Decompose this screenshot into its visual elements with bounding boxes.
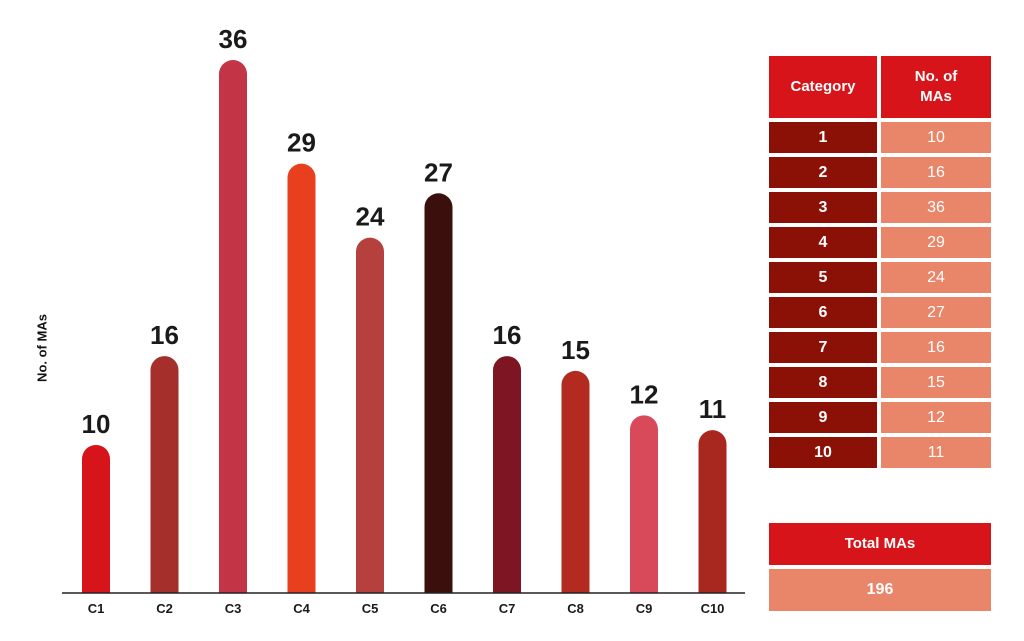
header-count: No. of MAs	[881, 56, 991, 118]
bar-c3	[219, 60, 247, 593]
table-row: 8 15	[769, 367, 991, 398]
y-axis-label: No. of MAs	[34, 314, 50, 382]
data-label: 24	[356, 202, 385, 232]
count-cell: 12	[881, 402, 991, 433]
count-cell: 15	[881, 367, 991, 398]
bar-c7	[493, 356, 521, 593]
table-row: 1 10	[769, 122, 991, 153]
table-row: 6 27	[769, 297, 991, 328]
bar-c9	[630, 415, 658, 593]
data-label: 16	[493, 320, 522, 350]
total-label: Total MAs	[769, 523, 991, 565]
category-table: Category No. of MAs 1 10 2 16 3 36 4 29 5 24 …	[765, 52, 995, 472]
table-row: 5 24	[769, 262, 991, 293]
bar-c2	[150, 356, 179, 593]
header-count-label: No. of MAs	[914, 68, 958, 105]
total-value: 196	[769, 569, 991, 611]
data-label: 10	[82, 409, 111, 439]
table-row: 10 11	[769, 437, 991, 468]
x-tick-label: C10	[701, 601, 725, 616]
category-cell: 2	[769, 157, 877, 188]
count-cell: 36	[881, 192, 991, 223]
table-row: 3 36	[769, 192, 991, 223]
table-row: 2 16	[769, 157, 991, 188]
count-cell: 16	[881, 157, 991, 188]
count-cell: 29	[881, 227, 991, 258]
x-tick-label: C1	[88, 601, 105, 616]
data-label: 36	[219, 24, 248, 54]
x-tick-label: C8	[567, 601, 584, 616]
bar-c5	[356, 237, 384, 593]
data-label: 16	[150, 320, 179, 350]
bar-c6	[424, 193, 453, 593]
count-cell: 16	[881, 332, 991, 363]
count-cell: 10	[881, 122, 991, 153]
x-tick-label: C9	[636, 601, 653, 616]
count-cell: 11	[881, 437, 991, 468]
bar-c4	[287, 163, 316, 593]
bar-chart: 10 C1 16 C2 36 C3 29 C4 24 C5 27 C6 16 C7 15 C8 12 C9 11 C1…	[62, 24, 745, 616]
category-cell: 10	[769, 437, 877, 468]
data-label: 27	[424, 157, 453, 187]
x-tick-label: C3	[225, 601, 242, 616]
x-tick-label: C6	[430, 601, 447, 616]
data-label: 29	[287, 128, 316, 158]
category-cell: 3	[769, 192, 877, 223]
x-tick-label: C4	[293, 601, 310, 616]
category-cell: 7	[769, 332, 877, 363]
count-cell: 27	[881, 297, 991, 328]
data-label: 12	[630, 379, 659, 409]
count-cell: 24	[881, 262, 991, 293]
x-tick-label: C7	[499, 601, 516, 616]
bar-c8	[561, 370, 590, 593]
total-box: Total MAs 196	[769, 523, 991, 611]
table-header-row: Category No. of MAs	[769, 56, 991, 118]
category-cell: 5	[769, 262, 877, 293]
header-category: Category	[769, 56, 877, 118]
bar-c10	[698, 430, 727, 593]
table-row: 7 16	[769, 332, 991, 363]
category-cell: 9	[769, 402, 877, 433]
category-cell: 8	[769, 367, 877, 398]
data-label: 11	[699, 394, 727, 424]
bar-c1	[82, 444, 110, 593]
table-row: 4 29	[769, 227, 991, 258]
category-cell: 1	[769, 122, 877, 153]
data-label: 15	[561, 335, 590, 365]
x-tick-label: C2	[156, 601, 173, 616]
x-tick-label: C5	[362, 601, 379, 616]
table-row: 9 12	[769, 402, 991, 433]
category-cell: 4	[769, 227, 877, 258]
category-cell: 6	[769, 297, 877, 328]
